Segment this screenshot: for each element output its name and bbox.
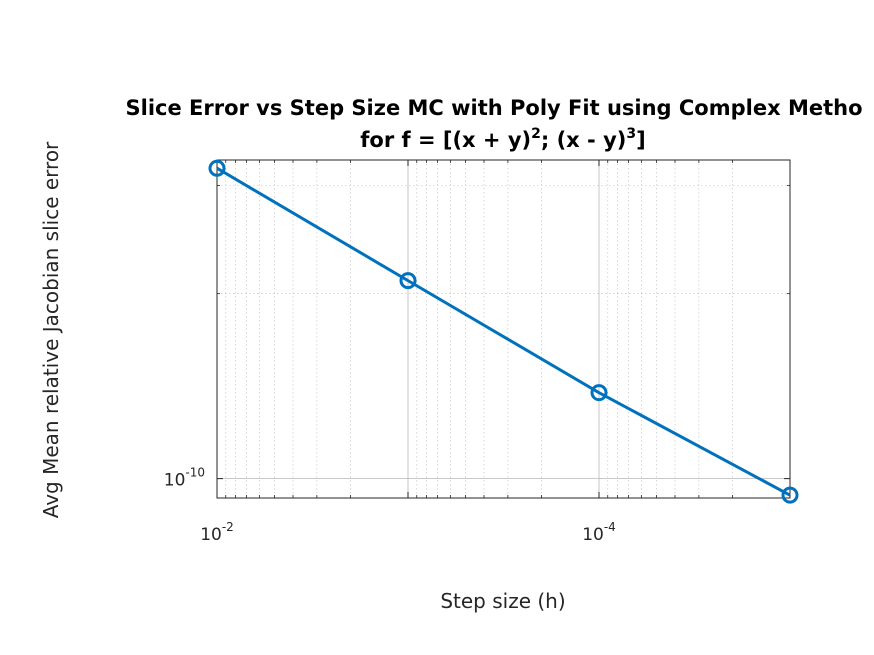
chart-title-line-1: Slice Error vs Step Size MC with Poly Fi… [126, 96, 863, 120]
data-point-marker [399, 272, 417, 290]
y-tick-label: 10-10 [164, 466, 205, 491]
data-point-marker [208, 159, 226, 177]
x-axis-label: Step size (h) [440, 589, 565, 613]
x-tick-label: 10-4 [582, 520, 616, 545]
axis-ticks: 10-2 10-4 10-10 [164, 160, 791, 545]
y-axis-label: Avg Mean relative Jacobian slice error [39, 141, 63, 518]
series-line [216, 166, 791, 497]
axes-box [216, 159, 791, 499]
minor-grid [217, 160, 790, 498]
series-group [208, 159, 799, 504]
data-point-marker [781, 486, 799, 504]
x-tick-label: 10-2 [200, 520, 234, 545]
major-grid [216, 160, 791, 498]
data-point-marker [590, 384, 608, 402]
chart-title-line-2: for f = [(x + y)2; (x - y)3] [360, 126, 645, 152]
